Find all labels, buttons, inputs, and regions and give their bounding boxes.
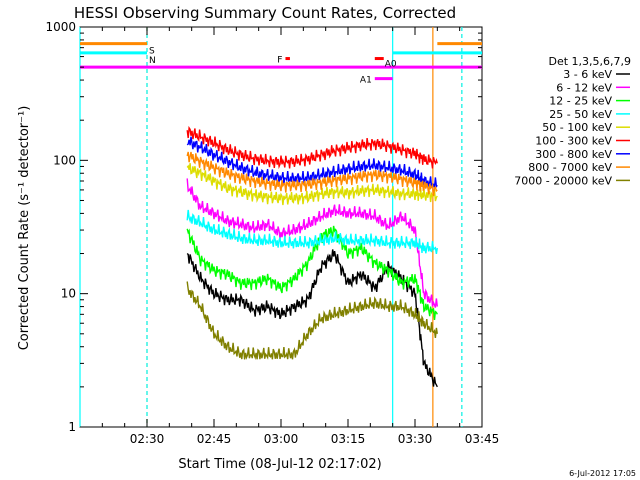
y-tick-label: 1000: [45, 20, 76, 34]
flag-label: F: [277, 56, 282, 66]
plot-frame: [79, 26, 483, 428]
legend-label: 3 - 6 keV: [563, 68, 612, 81]
x-tick-label: 02:45: [197, 432, 232, 446]
flag-label: A1: [360, 76, 372, 86]
series-line: [186, 163, 438, 206]
legend-label: 300 - 800 keV: [535, 148, 612, 161]
series-line: [186, 249, 438, 388]
flag-label: N: [149, 56, 156, 66]
flag-label: A0: [385, 60, 397, 70]
series-line: [186, 178, 438, 308]
y-tick-label: 1: [68, 420, 76, 434]
legend-title: Det 1,3,5,6,7,9: [548, 55, 631, 68]
series-line: [186, 225, 438, 320]
series-line: [186, 125, 438, 170]
series-line: [186, 151, 438, 197]
legend-label: 50 - 100 keV: [542, 121, 612, 134]
x-tick-label: 02:30: [130, 432, 165, 446]
x-tick-label: 03:30: [398, 432, 433, 446]
legend-label: 100 - 300 keV: [535, 135, 612, 148]
series-line: [186, 281, 438, 361]
timestamp: 6-Jul-2012 17:05: [569, 469, 636, 478]
y-tick-label: 10: [61, 287, 76, 301]
axis-ticks: 02:30 02:45 03:00 03:15 03:30 03:45 1 10 100 1000: [45, 20, 499, 446]
legend-label: 800 - 7000 keV: [528, 161, 612, 174]
series-line: [186, 209, 438, 255]
legend-label: 12 - 25 keV: [549, 95, 612, 108]
x-axis-label: Start Time (08-Jul-12 02:17:02): [178, 457, 381, 472]
y-tick-label: 100: [53, 153, 76, 167]
x-tick-label: 03:45: [465, 432, 500, 446]
chart-title: HESSI Observing Summary Count Rates, Cor…: [74, 4, 456, 22]
legend-label: 25 - 50 keV: [549, 108, 612, 121]
x-tick-label: 03:15: [331, 432, 366, 446]
y-axis-label: Corrected Count Rate (s⁻¹ detector⁻¹): [17, 106, 32, 351]
legend-label: 7000 - 20000 keV: [514, 174, 612, 187]
plot-area: SN F A0 A1: [79, 26, 483, 428]
flag-label: S: [149, 47, 155, 57]
x-tick-label: 03:00: [264, 432, 299, 446]
legend-label: 6 - 12 keV: [556, 81, 612, 94]
